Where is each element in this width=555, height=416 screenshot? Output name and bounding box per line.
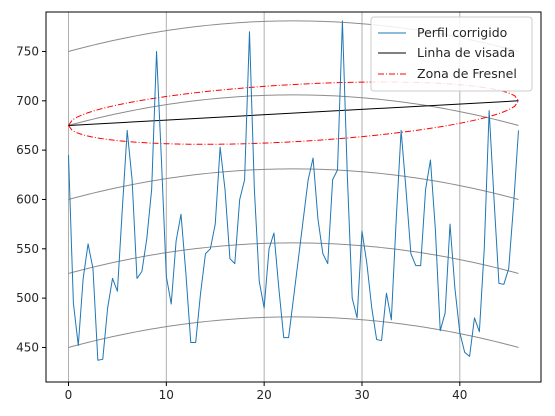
y-tick-label: 550 (16, 242, 39, 256)
y-tick-label: 650 (16, 143, 39, 157)
legend-label-profile: Perfil corrigido (417, 25, 507, 40)
fresnel-zone (68, 81, 519, 145)
x-tick-label: 40 (452, 388, 467, 402)
y-tick-label: 750 (16, 44, 39, 58)
x-tick-label: 0 (65, 388, 73, 402)
legend-box (370, 16, 533, 92)
reference-curve-2 (68, 168, 519, 200)
y-tick-label: 450 (16, 340, 39, 354)
y-axis-ticks: 450 500 550 600 650 700 750 (16, 44, 46, 354)
x-tick-label: 20 (257, 388, 272, 402)
profile-series (68, 20, 519, 361)
plot-frame (45, 11, 542, 383)
x-tick-label: 30 (354, 388, 369, 402)
sight-line (68, 100, 519, 126)
legend: Perfil corrigido Linha de visada Zona de… (370, 16, 533, 92)
fresnel-lower (68, 100, 519, 145)
fresnel-upper (68, 81, 519, 126)
legend-label-sight: Linha de visada (417, 45, 515, 60)
y-tick-label: 700 (16, 94, 39, 108)
reference-curve-0 (68, 316, 519, 348)
legend-label-fresnel: Zona de Fresnel (417, 66, 517, 81)
profile-line (68, 20, 519, 361)
sight-line-path (68, 100, 519, 126)
reference-curve-1 (68, 242, 519, 274)
y-tick-label: 500 (16, 291, 39, 305)
reference-curve-3 (68, 94, 519, 126)
y-tick-label: 600 (16, 192, 39, 206)
x-tick-label: 10 (159, 388, 174, 402)
x-axis-ticks: 0 10 20 30 40 (65, 382, 467, 402)
